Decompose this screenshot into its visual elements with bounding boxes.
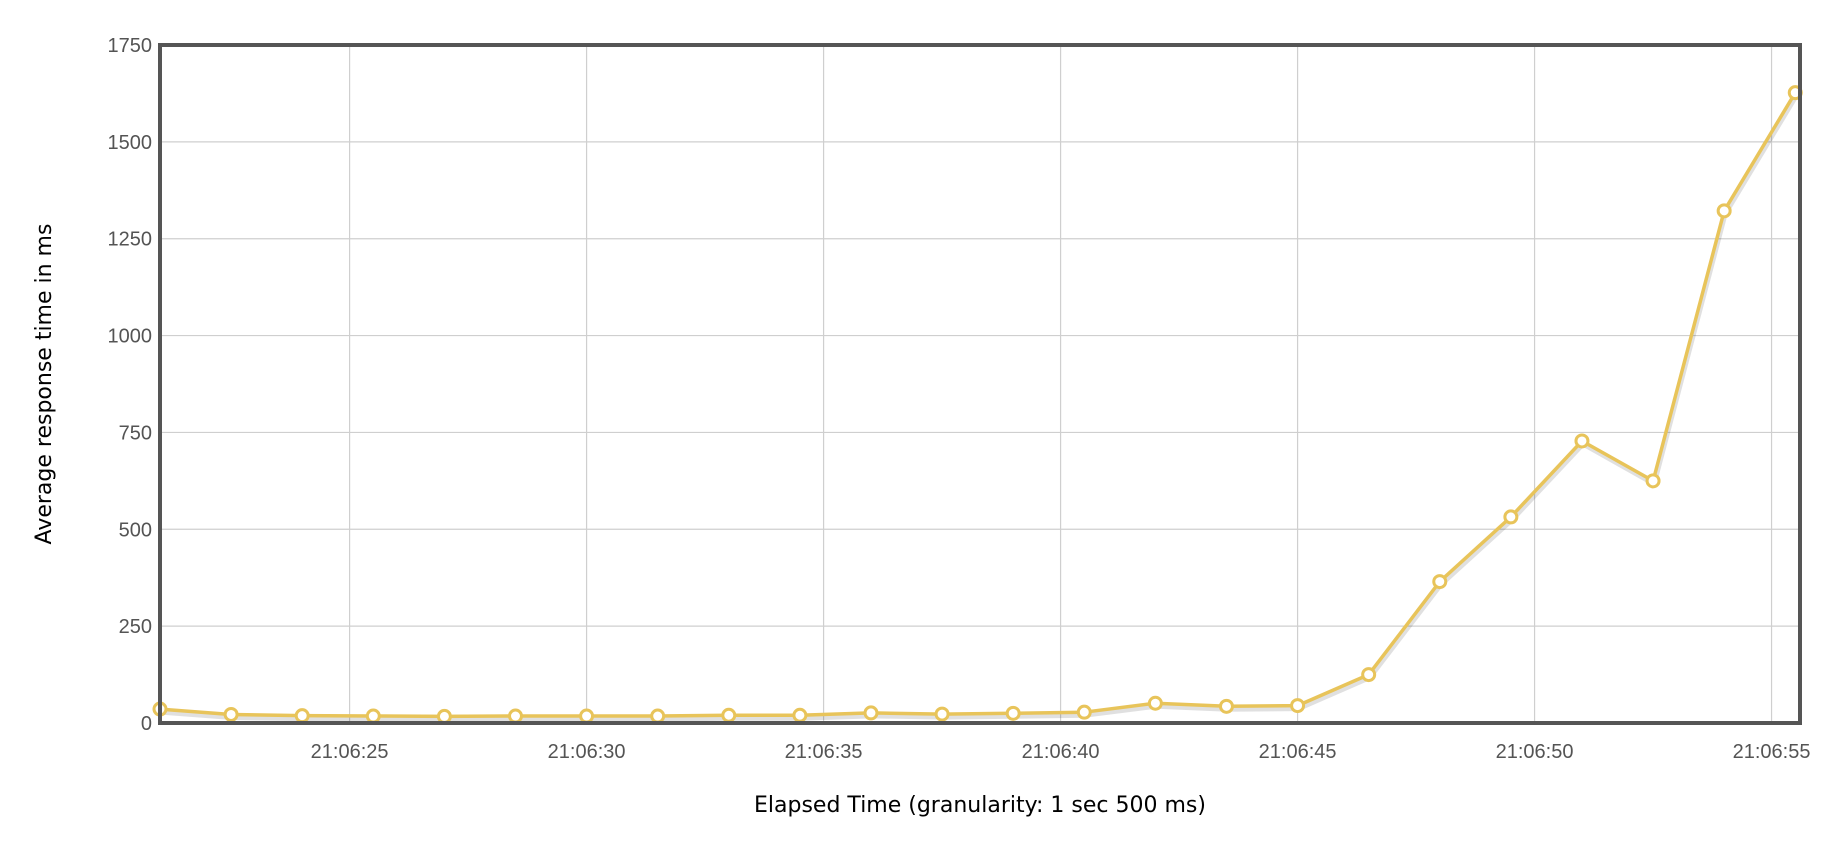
data-point <box>721 707 737 723</box>
y-tick-label: 1500 <box>108 132 153 154</box>
x-tick-label: 21:06:55 <box>1733 741 1811 763</box>
grid-layer <box>160 44 1800 724</box>
plot-frame <box>158 43 1802 725</box>
y-tick-label: 750 <box>119 422 152 444</box>
data-point <box>1290 698 1306 714</box>
x-axis-title: Elapsed Time (granularity: 1 sec 500 ms) <box>754 793 1206 818</box>
data-point <box>436 708 452 724</box>
data-point <box>792 707 808 723</box>
data-point <box>1005 705 1021 721</box>
data-point <box>294 708 310 724</box>
data-point <box>650 708 666 724</box>
x-tick-label: 21:06:30 <box>548 741 626 763</box>
x-tick-label: 21:06:25 <box>311 741 389 763</box>
data-point <box>1503 509 1519 525</box>
data-point <box>934 706 950 722</box>
x-tick-label: 21:06:35 <box>785 741 863 763</box>
data-point <box>579 708 595 724</box>
data-point <box>223 706 239 722</box>
y-tick-label: 250 <box>119 616 152 638</box>
data-point <box>1361 667 1377 683</box>
y-tick-label: 1000 <box>108 326 153 348</box>
data-point <box>1716 203 1732 219</box>
data-point <box>863 705 879 721</box>
series-layer <box>152 85 1803 724</box>
tick-labels: 0 250 500 750 1000 1250 1500 1750 21:06:25 21:06:… <box>108 35 1811 763</box>
series-line-shadow <box>160 94 1799 722</box>
x-tick-label: 21:06:45 <box>1259 741 1337 763</box>
data-point <box>1147 695 1163 711</box>
y-tick-label: 500 <box>119 519 152 541</box>
y-tick-label: 1250 <box>108 229 153 251</box>
y-tick-label: 1750 <box>108 35 153 57</box>
data-point <box>365 708 381 724</box>
data-point <box>507 708 523 724</box>
data-point <box>1432 574 1448 590</box>
data-point <box>1076 704 1092 720</box>
series-line <box>159 91 1797 719</box>
data-point <box>1218 698 1234 714</box>
x-tick-label: 21:06:50 <box>1496 741 1574 763</box>
y-tick-label: 0 <box>141 713 152 735</box>
x-tick-label: 21:06:40 <box>1022 741 1100 763</box>
data-point <box>1645 473 1661 489</box>
y-axis-title: Average response time in ms <box>32 224 57 545</box>
data-point <box>1574 433 1590 449</box>
